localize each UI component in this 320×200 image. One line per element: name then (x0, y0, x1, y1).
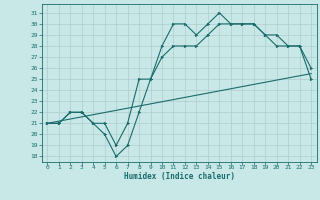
X-axis label: Humidex (Indice chaleur): Humidex (Indice chaleur) (124, 172, 235, 181)
